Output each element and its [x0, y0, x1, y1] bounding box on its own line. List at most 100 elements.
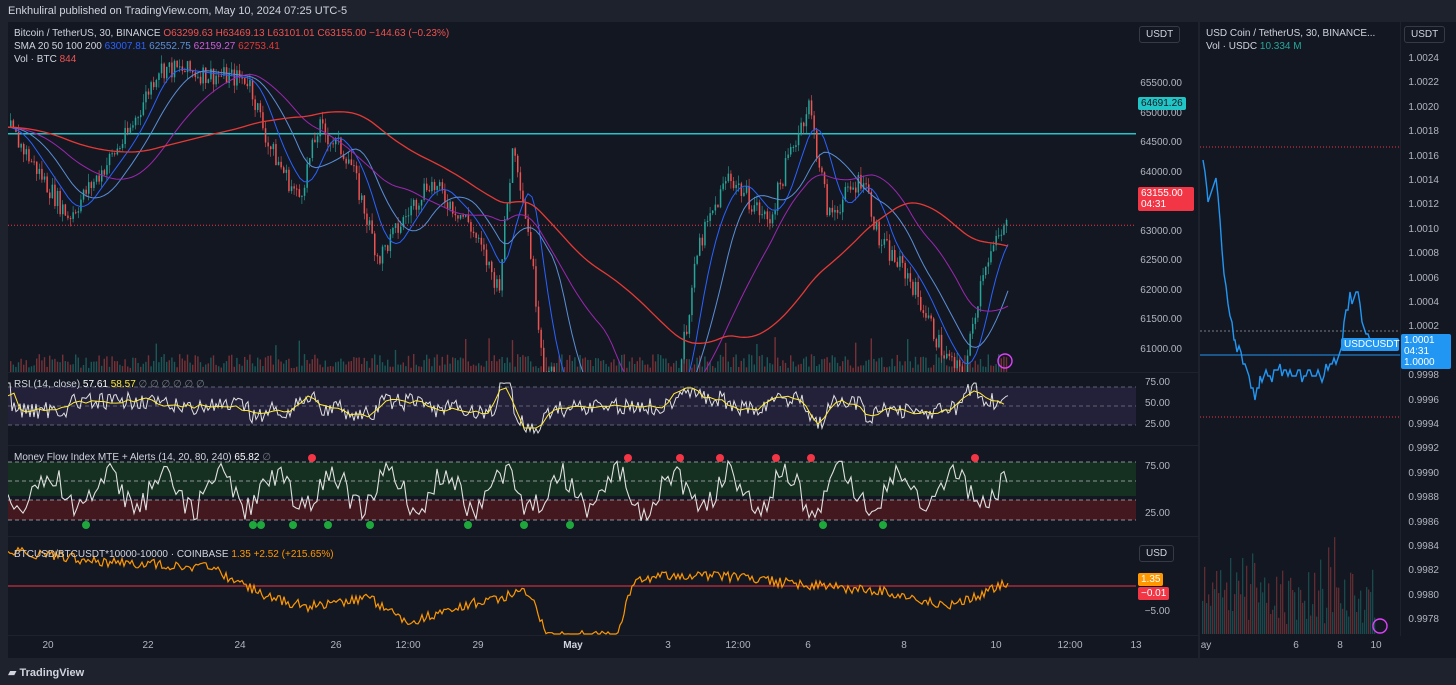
usdc-title[interactable]: USD Coin / TetherUS, 30, BINANCE...: [1206, 28, 1376, 39]
usdc-chart[interactable]: [1200, 22, 1400, 636]
spread-unit[interactable]: USD: [1139, 545, 1175, 562]
candle-body: [865, 183, 867, 185]
volume-bar: [488, 338, 490, 372]
candle-body: [683, 331, 685, 360]
mfi-value: 65.82: [234, 452, 260, 463]
candle-body: [212, 68, 215, 85]
candle-body: [431, 181, 433, 192]
candle-body: [844, 186, 847, 200]
volume-bar: [259, 359, 261, 372]
candle-body: [797, 133, 800, 146]
rsi-chart[interactable]: [8, 373, 1136, 445]
candle-body: [725, 181, 727, 184]
main-pane[interactable]: Bitcoin / TetherUS, 30, BINANCE O63299.6…: [8, 22, 1136, 372]
candle-body: [712, 210, 714, 214]
volume-bar: [12, 364, 14, 372]
spread-chart[interactable]: [8, 537, 1136, 635]
time-axis[interactable]: 20 22 24 26 12:00 29 May 3 12:00 6 8 10 12:00 13: [8, 636, 1198, 658]
symbol-title[interactable]: Bitcoin / TetherUS, 30, BINANCE: [14, 28, 161, 39]
candle-body: [49, 192, 51, 199]
volume-bar: [719, 354, 722, 372]
usdc-volume-bar: [1346, 610, 1348, 634]
usdc-volume-bar: [1294, 592, 1296, 634]
volume-bar: [569, 355, 571, 372]
candle-body: [142, 102, 145, 115]
sma-legend[interactable]: SMA 20 50 100 200 63007.81 62552.75 6215…: [14, 41, 280, 52]
price-chart[interactable]: [8, 22, 1136, 372]
sma100-line: [8, 73, 1009, 372]
volume-bar: [355, 357, 358, 372]
candle-body: [493, 272, 496, 288]
volume-bar: [400, 364, 402, 372]
volume-bar: [192, 364, 194, 372]
rsi-axis-tick: 75.00: [1144, 377, 1170, 388]
usdc-pane[interactable]: USD Coin / TetherUS, 30, BINANCE... Vol …: [1200, 22, 1400, 636]
usdc-volume-bar: [1212, 582, 1214, 634]
candle-body: [517, 155, 519, 173]
volume-bar: [319, 364, 321, 372]
usdc-volume-bar: [1232, 610, 1234, 634]
candle-body: [821, 167, 823, 173]
candle-body: [956, 360, 958, 369]
spread-legend[interactable]: BTCUSD/BTCUSDT*10000-10000 · COINBASE 1.…: [14, 549, 334, 560]
candle-body: [36, 161, 38, 174]
usdc-volume-bar: [1368, 589, 1370, 634]
tradingview-logo[interactable]: ▰ TradingView: [8, 666, 84, 679]
mfi-oversold-alert: [289, 521, 297, 529]
candle-body: [134, 117, 137, 126]
usdc-unit[interactable]: USDT: [1404, 26, 1446, 43]
candle-body: [886, 239, 888, 241]
time-axis-tick: 3: [665, 640, 671, 651]
mfi-label: Money Flow Index MTE + Alerts (14, 20, 8…: [14, 452, 232, 463]
currency-unit[interactable]: USDT: [1139, 26, 1181, 43]
mfi-overbought-alert: [308, 454, 316, 462]
volume-bar: [249, 354, 251, 372]
candle-body: [532, 258, 535, 267]
rsi-axis[interactable]: 75.00 50.00 25.00: [1136, 373, 1198, 445]
candle-body: [969, 333, 971, 356]
mfi-axis[interactable]: 75.00 25.00: [1136, 446, 1198, 536]
candle-body: [543, 347, 545, 372]
usdc-last-tag: 1.0001 04:31 1.0000: [1401, 334, 1451, 369]
candle-body: [498, 279, 501, 291]
candle-body: [860, 174, 862, 189]
volume-bar: [610, 362, 612, 372]
candle-body: [896, 261, 899, 267]
vol-legend[interactable]: Vol · BTC 844: [14, 54, 76, 65]
usdc-volume-bar: [1354, 595, 1356, 634]
volume-bar: [842, 361, 844, 372]
candle-body: [467, 215, 470, 223]
volume-bar: [340, 358, 342, 372]
candle-body: [688, 315, 691, 334]
candle-body: [810, 100, 813, 116]
usdc-volume-bar: [1238, 580, 1240, 634]
candle-body: [264, 128, 267, 143]
usdc-vol-legend[interactable]: Vol · USDC 10.334 M: [1206, 41, 1302, 52]
candle-body: [779, 182, 782, 185]
usdc-volume-bar: [1222, 597, 1224, 634]
mfi-pane[interactable]: Money Flow Index MTE + Alerts (14, 20, 8…: [8, 446, 1136, 536]
usdc-time-axis[interactable]: ay 6 8 10: [1200, 636, 1456, 658]
candle-body: [985, 266, 987, 276]
spread-axis[interactable]: USD 1.35 −0.01 −5.00: [1136, 537, 1198, 635]
usdc-axis[interactable]: USDT 1.0024 1.0022 1.0020 1.0018 1.0016 1.001…: [1401, 22, 1456, 636]
usdc-volume-bar: [1350, 572, 1352, 634]
mfi-legend[interactable]: Money Flow Index MTE + Alerts (14, 20, 8…: [14, 452, 271, 463]
candle-body: [878, 221, 880, 246]
main-price-axis[interactable]: USDT 65500.0065000.0064500.0064000.00635…: [1136, 22, 1198, 372]
mfi-chart[interactable]: [8, 446, 1136, 536]
rsi-pane[interactable]: RSI (14, close) 57.61 58.57 ∅ ∅ ∅ ∅ ∅ ∅: [8, 373, 1136, 445]
volume-bar: [1000, 358, 1002, 372]
volume-bar: [979, 359, 982, 372]
candle-body: [870, 191, 873, 217]
volume-bar: [80, 367, 82, 372]
rsi-legend[interactable]: RSI (14, close) 57.61 58.57 ∅ ∅ ∅ ∅ ∅ ∅: [14, 379, 205, 390]
volume-bar: [751, 355, 753, 372]
spread-pane[interactable]: BTCUSD/BTCUSDT*10000-10000 · COINBASE 1.…: [8, 537, 1136, 635]
mfi-oversold-alert: [249, 521, 257, 529]
candle-body: [38, 168, 41, 174]
candle-body: [753, 205, 756, 212]
candle-body: [912, 281, 914, 295]
volume-bar: [467, 361, 469, 372]
usdc-volume-bar: [1360, 590, 1362, 634]
